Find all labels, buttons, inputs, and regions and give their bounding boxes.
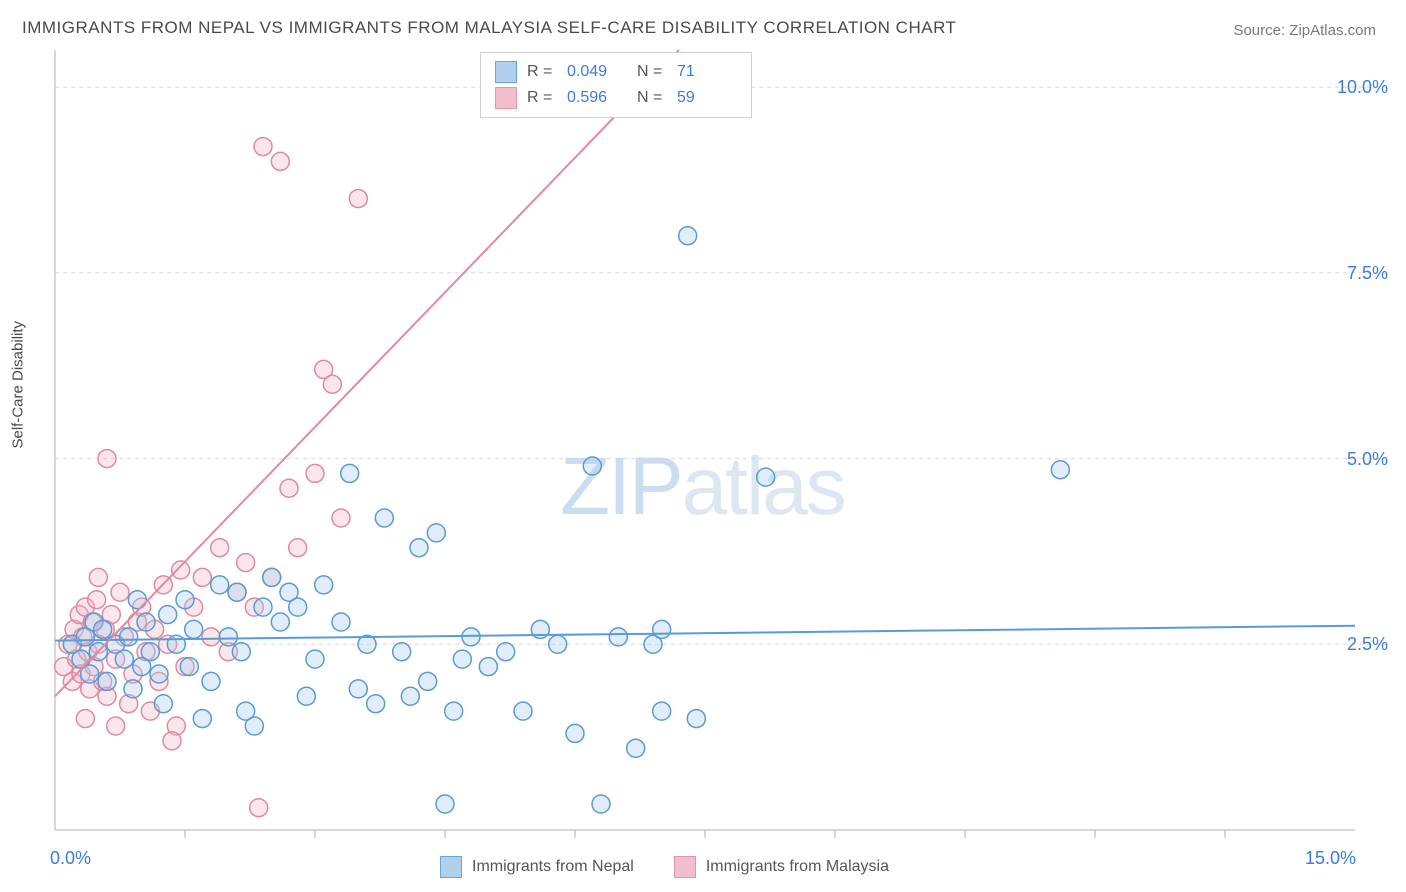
x-tick-label: 0.0% [50,848,91,869]
y-tick-label: 7.5% [1347,263,1388,284]
scatter-chart [0,0,1406,892]
bottom-legend: Immigrants from Nepal Immigrants from Ma… [440,856,889,878]
correlation-legend: R = 0.049 N = 71 R = 0.596 N = 59 [480,52,752,118]
bottom-legend-nepal: Immigrants from Nepal [440,856,634,878]
y-tick-label: 10.0% [1337,77,1388,98]
x-tick-label: 15.0% [1305,848,1356,869]
swatch-malaysia-bottom [674,856,696,878]
y-tick-label: 2.5% [1347,634,1388,655]
legend-row-malaysia: R = 0.596 N = 59 [495,85,737,111]
legend-row-nepal: R = 0.049 N = 71 [495,59,737,85]
bottom-legend-malaysia: Immigrants from Malaysia [674,856,889,878]
swatch-malaysia [495,87,517,109]
swatch-nepal-bottom [440,856,462,878]
y-tick-label: 5.0% [1347,449,1388,470]
swatch-nepal [495,61,517,83]
